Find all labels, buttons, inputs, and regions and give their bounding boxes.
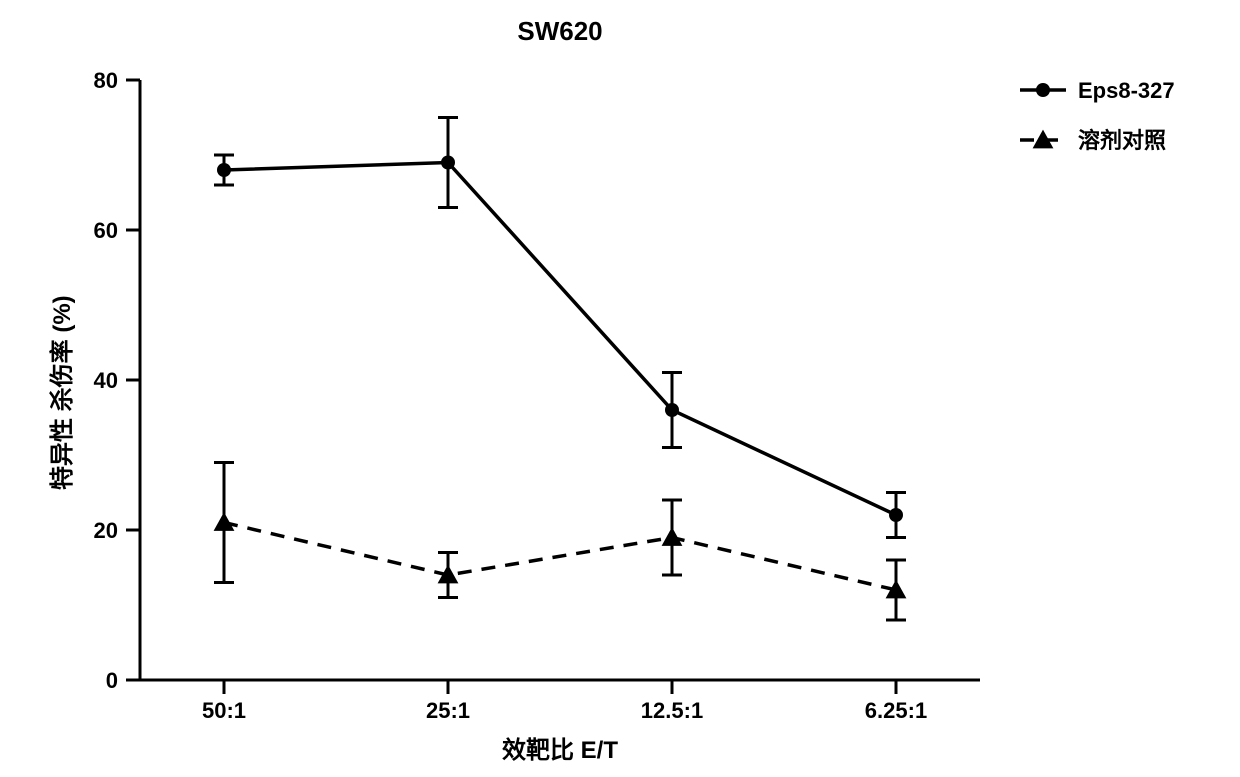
chart-title: SW620 xyxy=(517,16,602,46)
y-axis-label: 特异性 杀伤率 (%) xyxy=(42,295,77,490)
x-tick-label: 12.5:1 xyxy=(641,698,703,723)
x-axis-label: 效靶比 E/T xyxy=(502,736,618,764)
data-point xyxy=(665,403,679,417)
data-point xyxy=(214,512,235,531)
data-point xyxy=(662,527,683,546)
series-line xyxy=(224,523,896,591)
legend-label: Eps8-327 xyxy=(1078,78,1175,103)
data-point xyxy=(217,163,231,177)
legend-item: 溶剂对照 xyxy=(1020,128,1166,153)
data-point xyxy=(889,508,903,522)
x-tick-label: 6.25:1 xyxy=(865,698,927,723)
y-tick-label: 60 xyxy=(94,218,118,243)
legend-label: 溶剂对照 xyxy=(1078,128,1166,153)
data-point xyxy=(441,156,455,170)
data-point xyxy=(1036,83,1050,97)
x-tick-label: 25:1 xyxy=(426,698,470,723)
series-溶剂对照 xyxy=(214,463,907,621)
chart-container: 0 20 40 60 80 50:1 25:1 12.5:1 6.25:1 SW620 效靶比 E/… xyxy=(0,0,1240,777)
x-tick-label: 50:1 xyxy=(202,698,246,723)
y-tick-label: 40 xyxy=(94,368,118,393)
y-tick-label: 20 xyxy=(94,518,118,543)
series-line xyxy=(224,163,896,516)
chart-svg: 0 20 40 60 80 50:1 25:1 12.5:1 6.25:1 SW620 效靶比 E/… xyxy=(0,0,1240,777)
legend-item: Eps8-327 xyxy=(1020,78,1175,103)
series-Eps8-327 xyxy=(214,118,906,538)
y-tick-label: 80 xyxy=(94,68,118,93)
y-tick-label: 0 xyxy=(106,668,118,693)
